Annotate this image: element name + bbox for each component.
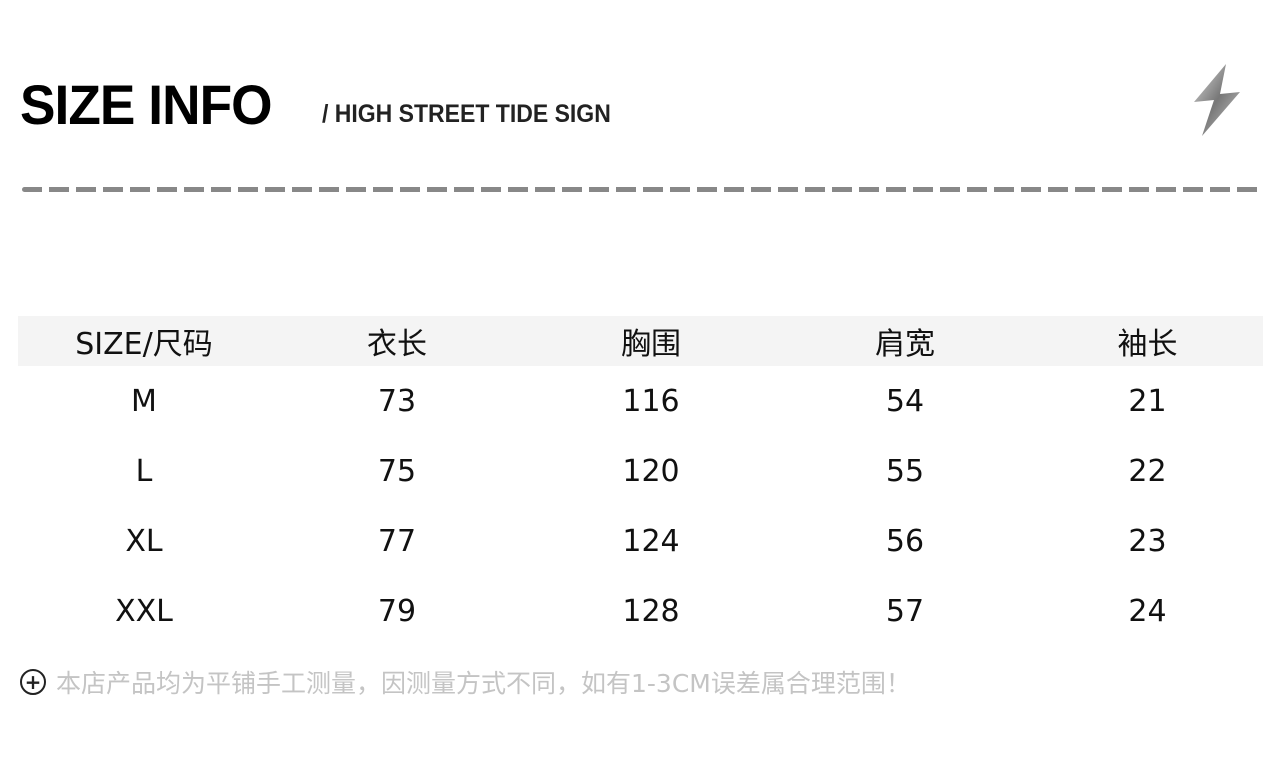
note-text: 本店产品均为平铺手工测量，因测量方式不同，如有1-3CM误差属合理范围！ <box>56 669 911 698</box>
table-cell: 120 <box>622 453 680 489</box>
header-shoulder: 肩宽 <box>778 316 1032 366</box>
table-cell: XL <box>125 523 163 559</box>
table-row: XL 77 124 56 23 <box>18 506 1263 576</box>
header-chest: 胸围 <box>524 316 778 366</box>
table-cell: 55 <box>885 453 925 489</box>
table-cell: 124 <box>622 523 680 559</box>
table-cell: 22 <box>1128 453 1167 489</box>
size-table: SIZE/尺码 衣长 胸围 肩宽 袖长 M 73 116 54 21 L 75 120 55 22… <box>18 316 1263 646</box>
table-row: M 73 116 54 21 <box>18 366 1263 436</box>
table-cell: 24 <box>1128 593 1167 629</box>
table-cell: 77 <box>377 523 417 559</box>
dashed-divider <box>22 187 1262 192</box>
table-cell: 56 <box>885 523 925 559</box>
measurement-note: + 本店产品均为平铺手工测量，因测量方式不同，如有1-3CM误差属合理范围！ <box>20 664 911 700</box>
table-header-row: SIZE/尺码 衣长 胸围 肩宽 袖长 <box>18 316 1263 366</box>
table-cell: 79 <box>377 593 417 629</box>
page-subtitle: / HIGH STREET TIDE SIGN <box>322 100 611 128</box>
plus-circle-icon: + <box>20 669 46 695</box>
table-cell: XXL <box>115 593 173 629</box>
table-cell: 21 <box>1128 383 1167 419</box>
header-size: SIZE/尺码 <box>18 316 270 366</box>
header-sleeve: 袖长 <box>1032 316 1263 366</box>
table-cell: 128 <box>622 593 680 629</box>
table-cell: 54 <box>885 383 925 419</box>
table-cell: 57 <box>885 593 925 629</box>
table-cell: 75 <box>377 453 417 489</box>
table-cell: 23 <box>1128 523 1167 559</box>
table-cell: L <box>135 453 153 489</box>
table-row: XXL 79 128 57 24 <box>18 576 1263 646</box>
table-cell: M <box>131 383 157 419</box>
table-cell: 116 <box>622 383 680 419</box>
page-title: SIZE INFO <box>20 73 273 136</box>
lightning-icon <box>1194 64 1240 136</box>
table-cell: 73 <box>377 383 417 419</box>
header-length: 衣长 <box>270 316 524 366</box>
table-row: L 75 120 55 22 <box>18 436 1263 506</box>
